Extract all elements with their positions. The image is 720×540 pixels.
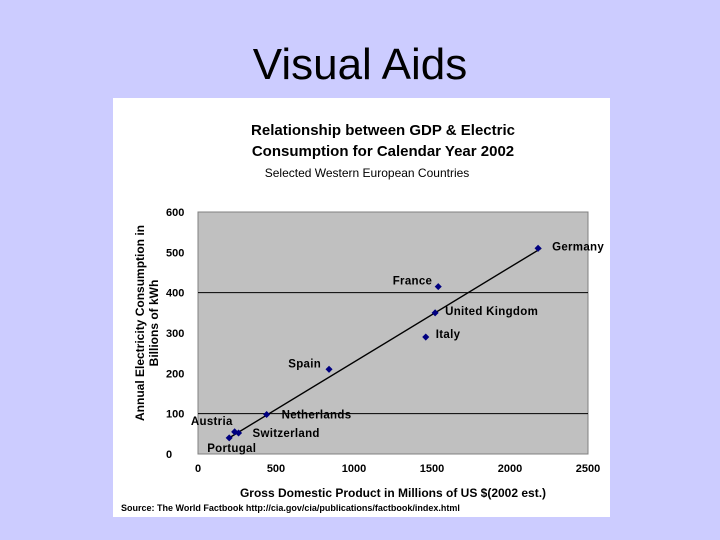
chart-title-line2: Consumption for Calendar Year 2002: [252, 143, 514, 160]
data-label-france: France: [393, 276, 433, 288]
y-axis-label-line1: Annual Electricity Consumption in: [133, 225, 147, 421]
data-point-united-kingdom: [431, 309, 439, 317]
y-tick-label: 400: [166, 288, 184, 300]
x-tick-label: 0: [195, 463, 201, 475]
x-tick-label: 500: [267, 463, 285, 475]
y-tick-label: 300: [166, 328, 184, 340]
trendline-path: [228, 247, 542, 439]
data-label-netherlands: Netherlands: [282, 409, 352, 421]
y-tick-label: 500: [166, 247, 184, 259]
gridlines: [198, 292, 588, 415]
plot-area: [197, 211, 589, 455]
y-tick-label: 600: [166, 207, 184, 219]
data-label-switzerland: Switzerland: [253, 428, 320, 440]
chart-panel: Relationship between GDP & Electric Cons…: [113, 98, 610, 517]
scatter-chart: Relationship between GDP & Electric Cons…: [121, 122, 604, 513]
data-point-spain: [325, 365, 333, 373]
y-tick-label: 100: [166, 409, 184, 421]
source-note: Source: The World Factbook http://cia.go…: [121, 503, 460, 513]
data-point-netherlands: [263, 410, 271, 419]
y-tick-label: 200: [166, 368, 184, 380]
chart-title-line1: Relationship between GDP & Electric: [251, 122, 515, 139]
data-point-france: [434, 283, 442, 291]
data-point-italy: [422, 333, 430, 341]
data-point-portugal: [225, 434, 233, 442]
x-tick-label: 1000: [342, 463, 366, 475]
y-tick-labels: 0 100 200 300 400 500 600: [166, 207, 184, 461]
x-axis-label: Gross Domestic Product in Millions of US…: [240, 486, 546, 500]
data-label-italy: Italy: [436, 329, 461, 341]
data-label-austria: Austria: [191, 416, 233, 428]
data-label-united-kingdom: United Kingdom: [445, 306, 538, 318]
slide-title: Visual Aids: [252, 40, 468, 89]
y-axis-label-line2: Billions of kWh: [147, 280, 161, 367]
x-tick-label: 2000: [498, 463, 522, 475]
data-label-portugal: Portugal: [207, 443, 256, 455]
data-label-spain: Spain: [288, 358, 321, 370]
x-tick-labels: 0 500 1000 1500 2000 2500: [195, 463, 600, 475]
y-tick-label: 0: [166, 449, 172, 461]
data-point-switzerland: [235, 429, 243, 437]
x-tick-label: 2500: [576, 463, 600, 475]
data-label-germany: Germany: [552, 241, 604, 253]
trendline: [228, 247, 542, 439]
chart-subtitle: Selected Western European Countries: [265, 166, 470, 180]
x-tick-label: 1500: [420, 463, 444, 475]
data-points: Germany France United Kingdom Italy Spain Net…: [191, 241, 604, 455]
